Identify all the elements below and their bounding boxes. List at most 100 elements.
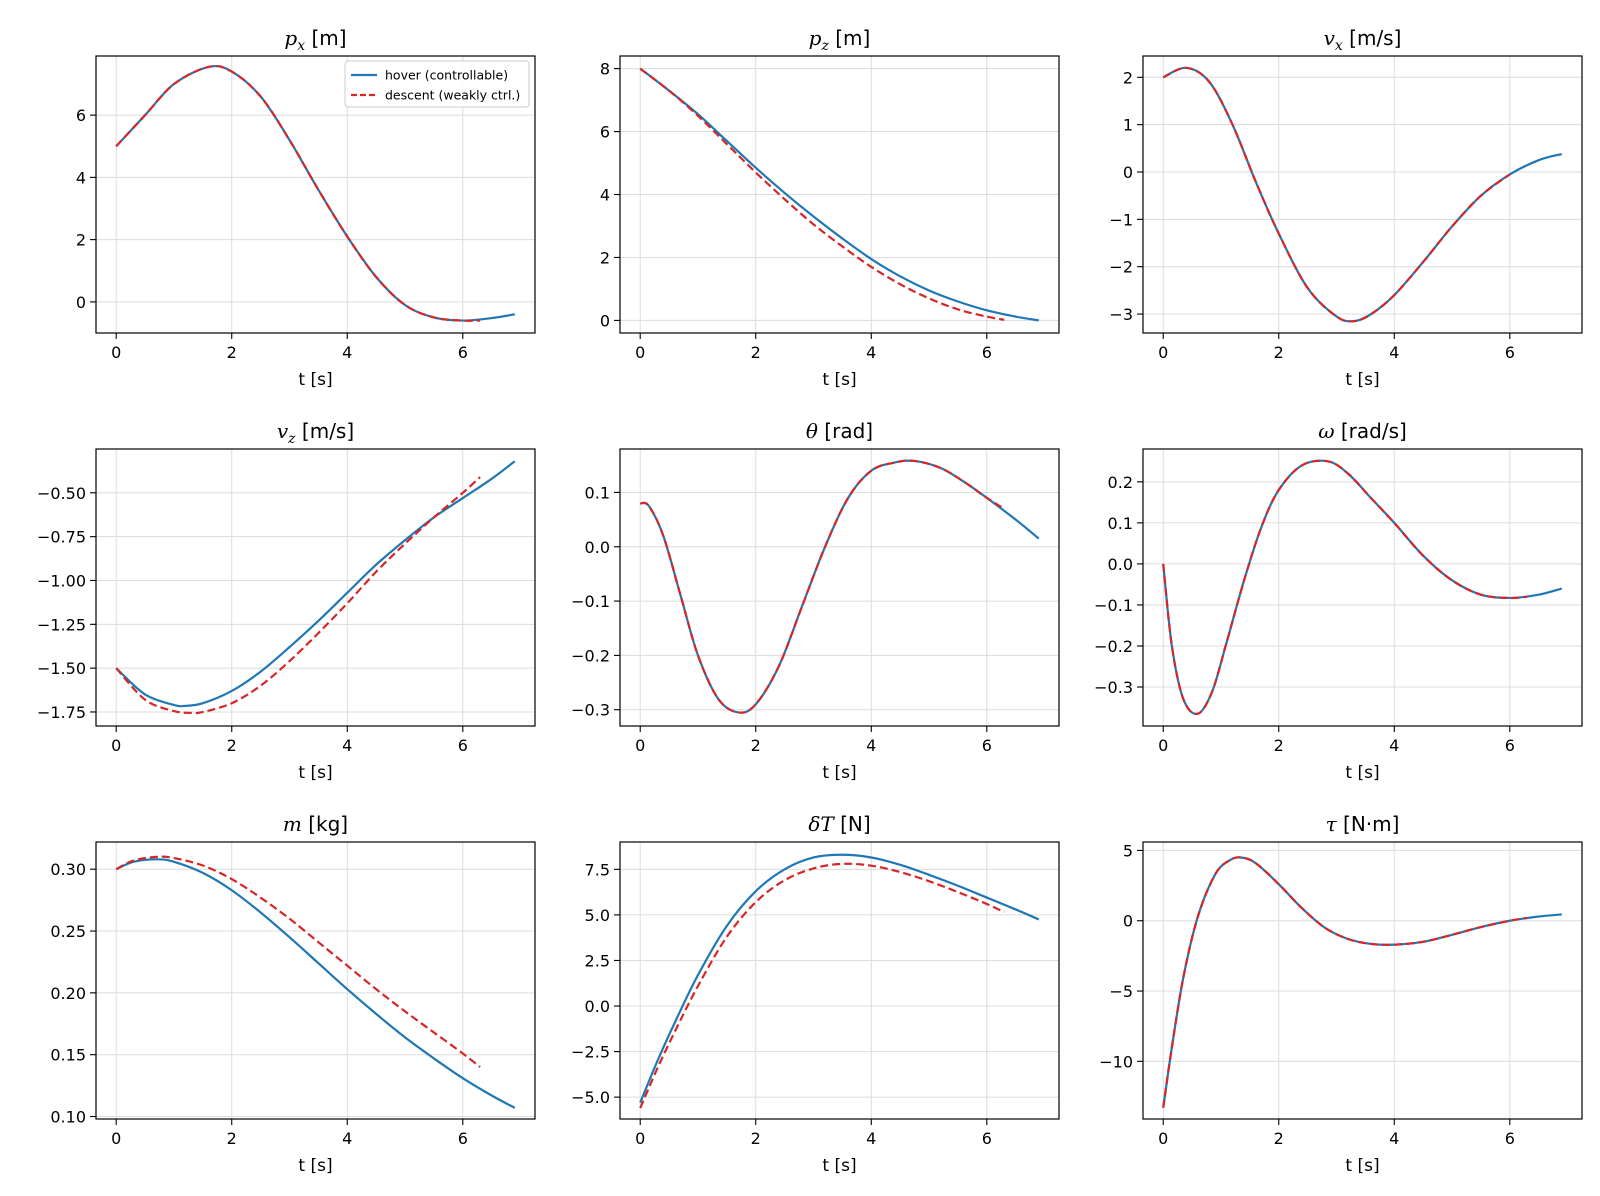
y-tick-label: 0.0	[1108, 555, 1133, 574]
subplot-title: θ [rad]	[806, 419, 873, 443]
y-tick-label: 6	[600, 123, 610, 142]
x-tick-label: 0	[1158, 343, 1168, 362]
x-axis-label: t [s]	[822, 370, 856, 390]
x-tick-label: 6	[982, 736, 992, 755]
y-tick-label: 0	[600, 311, 610, 330]
y-tick-label: −10	[1099, 1052, 1133, 1071]
x-tick-label: 0	[635, 1129, 645, 1148]
x-tick-label: 6	[982, 1129, 992, 1148]
axes-frame	[619, 841, 1060, 1120]
x-tick-label: 4	[1389, 343, 1399, 362]
series-line-hover	[1162, 459, 1563, 716]
subplot-title: px [m]	[284, 26, 346, 54]
x-tick-label: 4	[866, 736, 876, 755]
series-line-hover	[1162, 66, 1563, 323]
x-axis-label: t [s]	[822, 763, 856, 783]
y-tick-label: −1.00	[37, 571, 86, 590]
subplot-4: 0 2 4 6 −1.75 −1.50 −1.25 −1.00 −0.75 −0.50 t [s] v…	[37, 419, 536, 783]
series-line-hover	[639, 67, 1039, 322]
x-tick-label: 0	[1158, 1129, 1168, 1148]
y-tick-label: −5.0	[571, 1088, 610, 1107]
y-tick-label: −3	[1109, 305, 1133, 324]
y-tick-label: 0	[76, 293, 86, 312]
series-line-descent	[639, 67, 1005, 321]
series-line-hover	[1162, 856, 1562, 1108]
x-tick-label: 6	[1505, 343, 1515, 362]
y-tick-label: 2	[76, 231, 86, 250]
x-tick-label: 2	[751, 1129, 761, 1148]
y-tick-label: 4	[600, 186, 610, 205]
x-tick-label: 6	[458, 1129, 468, 1148]
y-tick-label: 0.0	[585, 997, 610, 1016]
x-tick-label: 6	[458, 343, 468, 362]
axes-frame	[619, 448, 1060, 727]
x-tick-label: 4	[342, 1129, 352, 1148]
y-tick-label: 5	[1123, 841, 1133, 860]
y-tick-label: −0.2	[1094, 637, 1133, 656]
x-tick-label: 4	[1389, 1129, 1399, 1148]
x-tick-label: 2	[751, 343, 761, 362]
x-tick-label: 2	[1274, 343, 1284, 362]
y-tick-label: 2.5	[585, 951, 610, 970]
x-axis-label: t [s]	[822, 1156, 856, 1176]
axes-frame	[1142, 448, 1583, 727]
axes-frame	[95, 55, 536, 334]
x-axis-label: t [s]	[298, 1156, 332, 1176]
x-tick-label: 2	[751, 736, 761, 755]
subplot-title: vz [m/s]	[277, 419, 354, 447]
y-tick-label: −5	[1109, 982, 1133, 1001]
y-tick-label: −0.50	[37, 484, 86, 503]
series-line-descent	[115, 855, 481, 1068]
x-tick-label: 4	[866, 343, 876, 362]
y-tick-label: −0.3	[1094, 678, 1133, 697]
subplot-3: 0 2 4 6 −3 −2 −1 0 1 2 t [s] vx [m/s]	[1109, 26, 1583, 390]
y-tick-label: −1.25	[37, 615, 86, 634]
axes-frame	[1142, 841, 1583, 1120]
y-tick-label: −0.1	[1094, 596, 1133, 615]
x-tick-label: 2	[227, 343, 237, 362]
legend: hover (controllable) descent (weakly ctrl…	[344, 60, 530, 108]
series-line-descent	[639, 459, 1005, 714]
y-tick-label: −0.3	[571, 701, 610, 720]
y-tick-label: 8	[600, 60, 610, 79]
subplot-8: 0 2 4 6 −5.0 −2.5 0.0 2.5 5.0 7.5 t [s] δT [N]	[571, 812, 1060, 1176]
x-tick-label: 0	[111, 343, 121, 362]
subplot-7: 0 2 4 6 0.10 0.15 0.20 0.25 0.30 t [s] m [kg]	[50, 812, 536, 1176]
series-line-hover	[115, 858, 516, 1109]
y-tick-label: 0.2	[1108, 473, 1133, 492]
legend-box	[344, 60, 530, 108]
y-tick-label: 0	[1123, 912, 1133, 931]
x-tick-label: 0	[635, 343, 645, 362]
y-tick-label: 0.25	[50, 922, 86, 941]
x-tick-label: 6	[982, 343, 992, 362]
subplot-1: 0 2 4 6 0 2 4 6 t [s] px [m] hover (controllable) d…	[76, 26, 536, 390]
axes-frame	[1142, 55, 1583, 334]
y-tick-label: −2.5	[571, 1043, 610, 1062]
subplot-title: τ [N·m]	[1326, 812, 1400, 836]
series-line-hover	[639, 853, 1040, 1104]
y-tick-label: 0	[1123, 163, 1133, 182]
subplot-title: pz [m]	[809, 26, 871, 54]
x-axis-label: t [s]	[1345, 1156, 1379, 1176]
series-line-descent	[1162, 856, 1528, 1108]
x-tick-label: 6	[458, 736, 468, 755]
x-tick-label: 4	[1389, 736, 1399, 755]
legend-label: hover (controllable)	[385, 68, 508, 83]
y-tick-label: 0.30	[50, 860, 86, 879]
series-line-descent	[115, 64, 481, 322]
y-tick-label: 7.5	[585, 860, 610, 879]
y-tick-label: 0.15	[50, 1046, 86, 1065]
y-tick-label: 0.20	[50, 984, 86, 1003]
x-tick-label: 2	[227, 1129, 237, 1148]
series-line-descent	[1162, 66, 1511, 323]
y-tick-label: 5.0	[585, 906, 610, 925]
subplot-2: 0 2 4 6 0 2 4 6 8 t [s] pz [m]	[600, 26, 1060, 390]
y-tick-label: −0.75	[37, 528, 86, 547]
y-tick-label: 0.10	[50, 1108, 86, 1127]
y-tick-label: −0.1	[571, 592, 610, 611]
y-tick-label: −0.2	[571, 646, 610, 665]
x-tick-label: 6	[1505, 736, 1515, 755]
x-tick-label: 2	[1274, 736, 1284, 755]
series-line-descent	[1162, 459, 1528, 716]
y-tick-label: 0.1	[585, 483, 610, 502]
